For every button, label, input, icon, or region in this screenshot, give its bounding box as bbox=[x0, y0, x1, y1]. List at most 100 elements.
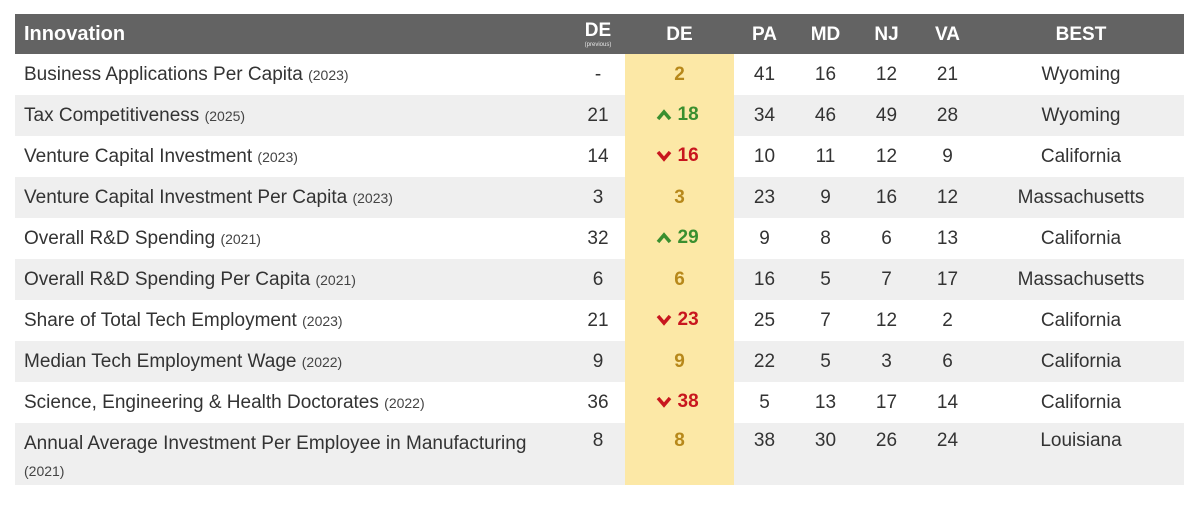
metric-cell: Share of Total Tech Employment (2023) bbox=[15, 300, 571, 341]
pa-cell: 22 bbox=[734, 341, 795, 382]
nj-cell: 17 bbox=[875, 391, 898, 413]
de-rank-up: 18 bbox=[656, 104, 704, 126]
best-state-cell: California bbox=[1040, 309, 1122, 331]
metric-cell: Overall R&D Spending (2021) bbox=[15, 218, 571, 259]
de-previous-cell: 36 bbox=[587, 391, 609, 413]
best-state-cell: California bbox=[1040, 227, 1122, 249]
header-innovation: Innovation bbox=[24, 23, 126, 45]
de-previous-cell: 8 bbox=[571, 423, 625, 485]
chevron-up-icon bbox=[656, 109, 672, 121]
va-cell: 24 bbox=[917, 423, 978, 485]
metric-name: Tax Competitiveness bbox=[24, 104, 200, 126]
md-cell: 46 bbox=[795, 95, 856, 136]
best-state-cell: California bbox=[1040, 145, 1122, 167]
header-de-previous: DE (previous) bbox=[571, 14, 625, 54]
de-previous-cell: 21 bbox=[587, 309, 609, 331]
metric-year: (2021) bbox=[315, 271, 356, 288]
va-cell: 17 bbox=[917, 259, 978, 300]
chevron-down-icon bbox=[656, 396, 672, 408]
best-state-cell: California bbox=[1040, 391, 1122, 413]
metric-year: (2021) bbox=[24, 463, 65, 479]
metric-cell: Venture Capital Investment Per Capita (2… bbox=[15, 177, 571, 218]
de-previous-cell: 3 bbox=[571, 177, 625, 218]
de-previous-cell: - bbox=[594, 63, 602, 85]
table-row: Overall R&D Spending Per Capita (2021) 6 6… bbox=[15, 259, 1184, 300]
table-row: Share of Total Tech Employment (2023) 21 2… bbox=[15, 300, 1184, 341]
de-current-cell: 8 bbox=[625, 423, 734, 485]
pa-cell: 16 bbox=[734, 259, 795, 300]
table-row: Annual Average Investment Per Employee i… bbox=[15, 423, 1184, 485]
nj-cell: 12 bbox=[875, 309, 898, 331]
de-previous-cell: 6 bbox=[571, 259, 625, 300]
nj-cell: 12 bbox=[875, 63, 898, 85]
de-rank-down: 38 bbox=[656, 391, 704, 413]
metric-year: (2023) bbox=[352, 189, 393, 206]
de-current-cell: 9 bbox=[625, 341, 734, 382]
table-row: Overall R&D Spending (2021) 32 29 9 8 6 13 Cali… bbox=[15, 218, 1184, 259]
metric-name: Median Tech Employment Wage bbox=[24, 350, 297, 372]
pa-cell: 23 bbox=[734, 177, 795, 218]
best-state-cell: California bbox=[978, 341, 1184, 382]
de-rank-value: 3 bbox=[674, 186, 685, 208]
de-current-cell: 23 bbox=[625, 300, 734, 341]
pa-cell: 5 bbox=[759, 391, 770, 413]
best-state-cell: Massachusetts bbox=[978, 259, 1184, 300]
nj-cell: 16 bbox=[856, 177, 917, 218]
metric-cell: Median Tech Employment Wage (2022) bbox=[15, 341, 571, 382]
va-cell: 9 bbox=[942, 145, 953, 167]
va-cell: 21 bbox=[936, 63, 959, 85]
metric-cell: Overall R&D Spending Per Capita (2021) bbox=[15, 259, 571, 300]
metric-year: (2022) bbox=[384, 394, 425, 411]
header-row: Innovation DE (previous) DE PA MD NJ VA … bbox=[15, 14, 1184, 54]
metric-cell: Annual Average Investment Per Employee i… bbox=[15, 423, 571, 485]
metric-name: Overall R&D Spending Per Capita bbox=[24, 268, 311, 290]
va-cell: 2 bbox=[942, 309, 953, 331]
metric-year: (2023) bbox=[257, 148, 298, 165]
header-md: MD bbox=[810, 23, 841, 45]
de-rank-value: 8 bbox=[674, 430, 685, 451]
md-cell: 7 bbox=[820, 309, 831, 331]
header-de-current: DE bbox=[625, 14, 734, 54]
best-state-cell: Louisiana bbox=[978, 423, 1184, 485]
nj-cell: 6 bbox=[881, 227, 892, 249]
nj-cell: 12 bbox=[875, 145, 898, 167]
pa-cell: 10 bbox=[753, 145, 776, 167]
table-row: Median Tech Employment Wage (2022) 9 9 22 5 3… bbox=[15, 341, 1184, 382]
chevron-down-icon bbox=[656, 150, 672, 162]
de-rank-value: 29 bbox=[677, 227, 699, 248]
metric-name: Annual Average Investment Per Employee i… bbox=[24, 433, 527, 454]
metric-year: (2023) bbox=[302, 312, 343, 329]
va-cell: 14 bbox=[936, 391, 959, 413]
pa-cell: 9 bbox=[759, 227, 770, 249]
de-current-cell: 18 bbox=[625, 95, 734, 136]
best-state-cell: Wyoming bbox=[978, 95, 1184, 136]
de-previous-cell: 14 bbox=[587, 145, 609, 167]
header-nj: NJ bbox=[874, 23, 899, 45]
metric-year: (2021) bbox=[220, 230, 261, 247]
nj-cell: 49 bbox=[856, 95, 917, 136]
de-current-cell: 29 bbox=[625, 218, 734, 259]
table-row: Science, Engineering & Health Doctorates… bbox=[15, 382, 1184, 423]
pa-cell: 25 bbox=[753, 309, 776, 331]
table-row: Venture Capital Investment Per Capita (2… bbox=[15, 177, 1184, 218]
de-current-cell: 16 bbox=[625, 136, 734, 177]
de-rank-value: 18 bbox=[677, 104, 699, 125]
table-row: Business Applications Per Capita (2023) -… bbox=[15, 54, 1184, 95]
pa-cell: 34 bbox=[734, 95, 795, 136]
pa-cell: 38 bbox=[734, 423, 795, 485]
metric-year: (2025) bbox=[204, 107, 246, 124]
md-cell: 30 bbox=[795, 423, 856, 485]
va-cell: 13 bbox=[936, 227, 959, 249]
best-state-cell: Massachusetts bbox=[978, 177, 1184, 218]
md-cell: 11 bbox=[815, 145, 836, 167]
header-best: BEST bbox=[1055, 23, 1107, 45]
metric-name: Science, Engineering & Health Doctorates bbox=[24, 391, 379, 413]
md-cell: 13 bbox=[814, 391, 837, 413]
chevron-down-icon bbox=[656, 314, 672, 326]
md-cell: 9 bbox=[795, 177, 856, 218]
va-cell: 28 bbox=[917, 95, 978, 136]
nj-cell: 26 bbox=[856, 423, 917, 485]
de-previous-cell: 32 bbox=[587, 227, 609, 249]
metric-name: Share of Total Tech Employment bbox=[24, 309, 297, 331]
de-rank-down: 23 bbox=[656, 309, 704, 331]
